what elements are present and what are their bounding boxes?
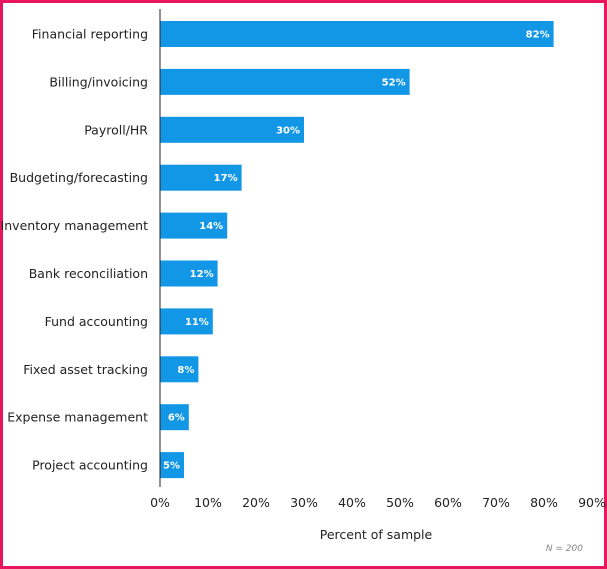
bar-5 (160, 260, 218, 287)
bar-7 (160, 356, 199, 383)
value-label: 8% (177, 365, 194, 376)
sample-size-note: N = 200 (546, 544, 583, 554)
bar-8 (160, 404, 189, 431)
category-labels-group: Financial reporting Billing/invoicing Payr… (1, 27, 149, 473)
category-label: Billing/invoicing (49, 74, 148, 89)
x-tick-label: 90% (578, 495, 606, 510)
bar-2 (160, 116, 304, 143)
value-label: 11% (185, 317, 209, 328)
bar-9 (160, 452, 184, 479)
bar-1 (160, 68, 410, 95)
x-tick-label: 60% (434, 495, 462, 510)
value-label: 6% (168, 413, 185, 424)
category-label: Expense management (7, 410, 148, 425)
x-tick-labels-group: 0% 10% 20% 30% 40% 50% 60% 70% 80% 90% (150, 495, 606, 510)
x-tick-label: 0% (150, 495, 170, 510)
value-label: 30% (276, 125, 300, 136)
x-axis-title: Percent of sample (320, 527, 433, 542)
x-tick-label: 40% (338, 495, 366, 510)
x-tick-label: 80% (530, 495, 558, 510)
bar-3 (160, 164, 242, 191)
x-tick-label: 20% (242, 495, 270, 510)
category-label: Bank reconciliation (29, 266, 148, 281)
value-labels-group: 82% 52% 30% 17% 14% 12% 11% 8% 6% 5% (163, 30, 550, 472)
category-label: Budgeting/forecasting (10, 170, 148, 185)
x-tick-label: 30% (290, 495, 318, 510)
category-label: Inventory management (1, 218, 149, 233)
value-label: 14% (199, 221, 223, 232)
category-label: Payroll/HR (84, 122, 148, 137)
bar-6 (160, 308, 213, 335)
bars-group (160, 21, 554, 479)
category-label: Fixed asset tracking (23, 362, 148, 377)
bar-4 (160, 212, 228, 239)
x-tick-label: 70% (482, 495, 510, 510)
category-label: Financial reporting (32, 27, 148, 42)
x-tick-label: 10% (194, 495, 222, 510)
bar-0 (160, 21, 554, 47)
x-tick-label: 50% (386, 495, 414, 510)
category-label: Fund accounting (45, 314, 148, 329)
value-label: 12% (190, 269, 214, 280)
category-label: Project accounting (32, 458, 148, 473)
value-label: 5% (163, 461, 180, 472)
value-label: 52% (382, 77, 406, 88)
value-label: 17% (214, 173, 238, 184)
value-label: 82% (526, 30, 550, 41)
